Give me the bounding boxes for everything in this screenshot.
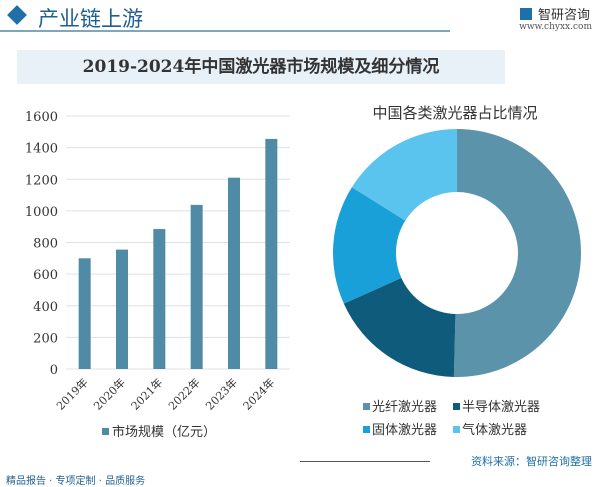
y-tick-label: 0 — [50, 363, 58, 378]
logo-text: 智研咨询 — [537, 8, 590, 23]
bar — [153, 229, 166, 369]
divider — [0, 30, 450, 32]
x-tick-label: 2024年 — [240, 375, 277, 412]
legend-label: 气体激光器 — [462, 422, 527, 438]
section-title: 产业链上游 — [38, 7, 143, 31]
y-tick-label: 800 — [33, 237, 58, 252]
footer: 精品报告 · 专项定制 · 品质服务 资料来源：智研咨询整理 — [0, 455, 600, 487]
legend-swatch — [363, 426, 370, 433]
bar — [78, 258, 91, 369]
y-tick-label: 1600 — [25, 110, 58, 125]
legend-label: 市场规模（亿元） — [112, 424, 216, 440]
divider — [300, 461, 430, 462]
bar — [116, 249, 128, 369]
legend-swatch — [453, 426, 460, 433]
y-tick-label: 600 — [33, 268, 58, 283]
source-note: 资料来源：智研咨询整理 — [471, 455, 592, 468]
logo: 智研咨询 — [519, 4, 590, 23]
url: www.chyxx.com — [519, 22, 592, 32]
legend-label: 光纤激光器 — [372, 400, 437, 415]
y-tick-label: 1200 — [25, 173, 58, 188]
legend-swatch — [453, 403, 460, 410]
header: 产业链上游 智研咨询 www.chyxx.com — [0, 0, 600, 36]
y-tick-label: 1000 — [25, 205, 58, 220]
bar — [190, 204, 203, 369]
logo-icon — [519, 8, 532, 20]
x-tick-label: 2019年 — [53, 375, 90, 412]
pie-slice — [351, 129, 457, 221]
x-tick-label: 2023年 — [203, 375, 240, 412]
pie-slice — [333, 187, 406, 304]
y-tick-label: 1400 — [25, 142, 58, 157]
chart-title: 2019-2024年中国激光器市场规模及细分情况 — [17, 50, 505, 84]
bar — [265, 138, 278, 369]
y-tick-label: 200 — [33, 331, 58, 346]
legend-swatch — [363, 403, 370, 410]
pie-title: 中国各类激光器占比情况 — [372, 104, 537, 122]
pie-slice — [453, 129, 582, 378]
legend-swatch — [102, 428, 109, 435]
y-tick-label: 400 — [33, 300, 58, 315]
pie-slice — [343, 277, 456, 377]
x-tick-label: 2022年 — [165, 375, 202, 412]
legend-label: 半导体激光器 — [462, 400, 540, 415]
legend-label: 固体激光器 — [372, 423, 437, 438]
x-tick-label: 2020年 — [91, 375, 128, 412]
footer-tagline: 精品报告 · 专项定制 · 品质服务 — [6, 476, 146, 487]
bar — [228, 177, 240, 369]
x-tick-label: 2021年 — [128, 375, 165, 412]
